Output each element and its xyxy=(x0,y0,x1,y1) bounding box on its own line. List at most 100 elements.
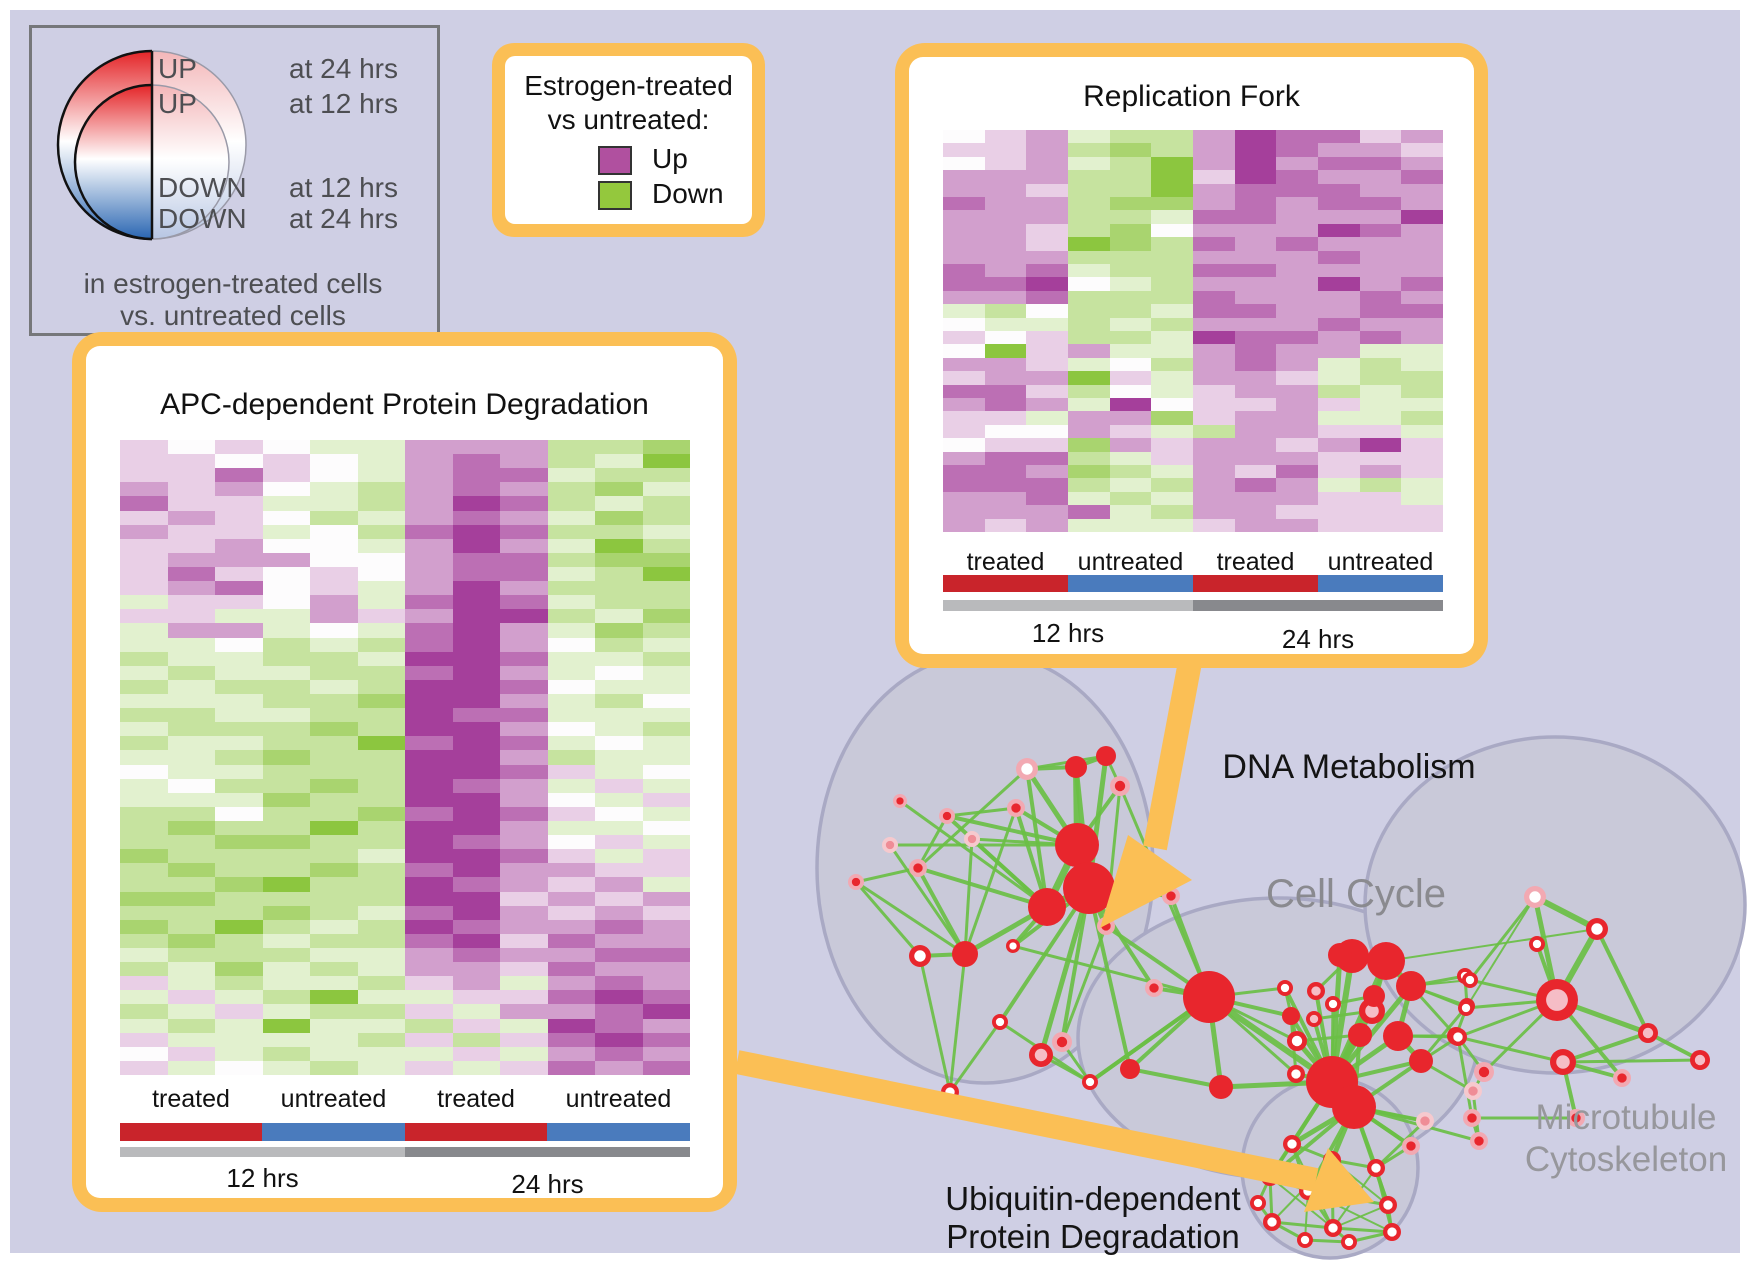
network-edge xyxy=(1060,887,1091,1043)
heatmap-cell xyxy=(167,947,215,963)
heatmap-cell xyxy=(500,1032,548,1047)
heatmap-cell xyxy=(1401,263,1443,278)
heatmap-cell xyxy=(405,609,453,624)
heatmap-cell xyxy=(1068,464,1110,479)
heatmap-cell xyxy=(547,820,595,836)
heatmap-cell xyxy=(1109,156,1152,171)
heatmap-cell xyxy=(547,454,595,469)
heatmap-cell xyxy=(500,651,548,666)
heatmap-cell xyxy=(452,722,500,737)
network-node-core xyxy=(1149,983,1159,993)
heatmap-cell xyxy=(357,736,405,751)
heatmap-cell xyxy=(167,679,215,694)
color-legend-title-line1: Estrogen-treated xyxy=(524,70,733,101)
heatmap-cell xyxy=(452,1046,500,1061)
heatmap-cell xyxy=(1359,170,1402,184)
heatmap-cell xyxy=(167,468,215,483)
heatmap-cell xyxy=(500,454,548,469)
heatmap-cell xyxy=(1401,304,1443,318)
heatmap-cell xyxy=(642,947,690,963)
heatmap-cell xyxy=(452,919,500,934)
heatmap-cell xyxy=(262,835,310,850)
heatmap-cell xyxy=(120,750,168,765)
heatmap-cell xyxy=(1026,357,1068,372)
heatmap-cell xyxy=(120,510,168,525)
heatmap-cell xyxy=(547,708,595,723)
heatmap-cell xyxy=(1234,397,1277,412)
heatmap-cell xyxy=(167,792,215,807)
heatmap-cell xyxy=(1401,250,1443,264)
heatmap-cell xyxy=(1026,464,1068,479)
heatmap-cell xyxy=(1359,183,1402,197)
heatmap-cell xyxy=(405,510,453,525)
heatmap-cell xyxy=(1359,411,1402,425)
network-edge xyxy=(1012,944,1210,999)
heatmap-cell xyxy=(1234,478,1277,492)
heatmap-cell xyxy=(1109,491,1152,506)
heatmap-cell xyxy=(120,637,168,652)
heatmap-cell xyxy=(405,623,453,638)
heatmap-cell xyxy=(1193,371,1235,385)
heatmap-cell xyxy=(943,330,985,345)
network-node-core xyxy=(1344,1237,1354,1247)
heatmap-cell xyxy=(120,708,168,723)
heatmap-cell xyxy=(1276,130,1318,144)
heatmap-cell xyxy=(595,863,643,878)
heatmap-cell xyxy=(1109,464,1152,479)
heatmap-cell xyxy=(452,440,500,455)
heatmap-cell xyxy=(167,440,215,455)
heatmap-cell xyxy=(1318,263,1360,278)
heatmap-cell xyxy=(167,919,215,934)
apc-panel-title: APC-dependent Protein Degradation xyxy=(160,388,649,421)
network-edge xyxy=(1533,894,1599,932)
heatmap-cell xyxy=(984,384,1027,398)
heatmap-cell xyxy=(1318,156,1360,171)
heatmap-cell xyxy=(1026,518,1068,532)
heatmap-cell xyxy=(1276,464,1318,479)
heatmap-cell xyxy=(1234,424,1277,439)
heatmap-cell xyxy=(500,496,548,511)
heatmap-cell xyxy=(215,905,263,920)
heatmap-cell xyxy=(120,947,168,963)
heatmap-cell xyxy=(452,877,500,892)
heatmap-cell xyxy=(405,595,453,610)
heatmap-cell xyxy=(1318,491,1360,506)
heatmap-cell xyxy=(1026,156,1068,171)
heatmap-cell xyxy=(120,1018,168,1033)
heatmap-cell xyxy=(262,891,310,906)
heatmap-cell xyxy=(452,651,500,666)
heatmap-cell xyxy=(547,1004,595,1019)
heatmap-cell xyxy=(167,722,215,737)
heatmap-cell xyxy=(120,482,168,497)
heatmap-cell xyxy=(215,1018,263,1033)
heatmap-cell xyxy=(405,651,453,666)
heatmap-cell xyxy=(1359,451,1402,465)
heatmap-cell xyxy=(500,581,548,596)
heatmap-cell xyxy=(167,651,215,666)
up-label: Up xyxy=(652,143,688,174)
heatmap-cell xyxy=(262,947,310,963)
heatmap-cell xyxy=(1026,371,1068,385)
heatmap-cell xyxy=(642,905,690,920)
heatmap-cell xyxy=(1151,478,1193,492)
heatmap-cell xyxy=(310,693,358,709)
heatmap-cell xyxy=(120,778,168,793)
heatmap-cell xyxy=(642,581,690,596)
heatmap-cell xyxy=(167,1004,215,1019)
heatmap-cell xyxy=(1068,277,1110,291)
heatmap-cell xyxy=(943,384,985,398)
heatmap-cell xyxy=(1401,156,1443,171)
heatmap-cell xyxy=(1276,237,1318,251)
heatmap-cell xyxy=(405,750,453,765)
apc-group-untreated-12: untreated xyxy=(280,1085,387,1113)
network-edge xyxy=(1456,1036,1474,1119)
heatmap-cell xyxy=(1234,491,1277,506)
heatmap-cell xyxy=(405,820,453,836)
rf-12hrs-label: 12 hrs xyxy=(1031,618,1105,648)
heatmap-cell xyxy=(405,990,453,1005)
heatmap-cell xyxy=(1068,411,1110,425)
heatmap-cell xyxy=(1359,196,1402,211)
rf-group-treated-12: treated xyxy=(966,548,1045,576)
heatmap-cell xyxy=(1234,210,1277,224)
heatmap-cell xyxy=(943,344,985,358)
